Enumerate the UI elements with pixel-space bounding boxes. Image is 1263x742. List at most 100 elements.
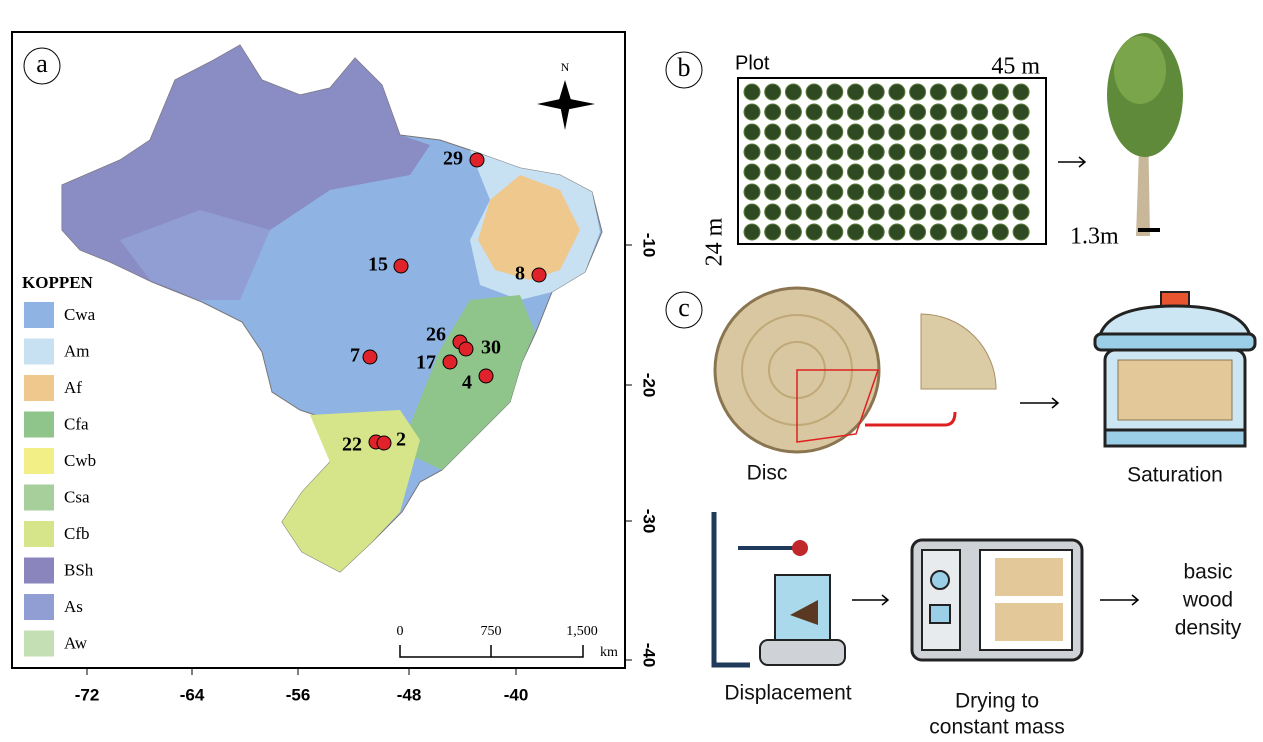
- plot-tree: [889, 164, 905, 180]
- plot-tree: [889, 104, 905, 120]
- plot-tree: [868, 84, 884, 100]
- plot-tree: [889, 144, 905, 160]
- plot-tree: [827, 224, 843, 240]
- site-label: 4: [462, 372, 472, 394]
- plot-tree: [951, 124, 967, 140]
- plot-tree: [765, 164, 781, 180]
- plot-tree: [848, 104, 864, 120]
- plot-tree: [951, 164, 967, 180]
- legend-label: Af: [64, 378, 82, 397]
- legend-swatch: [24, 412, 54, 438]
- plot-tree: [972, 124, 988, 140]
- disc-label: Disc: [747, 462, 788, 485]
- plot-tree: [765, 104, 781, 120]
- plot-tree: [951, 224, 967, 240]
- plot-tree: [848, 184, 864, 200]
- plot-tree: [992, 204, 1008, 220]
- x-tick-label: -48: [397, 685, 422, 704]
- legend-swatch: [24, 594, 54, 620]
- plot-tree: [868, 164, 884, 180]
- y-tick-label: -20: [640, 373, 659, 398]
- plot-width: 45 m: [991, 54, 1040, 80]
- site-label: 7: [350, 345, 360, 367]
- plot-tree: [951, 204, 967, 220]
- legend-label: BSh: [64, 560, 94, 579]
- plot-tree: [827, 84, 843, 100]
- plot-tree: [889, 124, 905, 140]
- plot-tree: [930, 224, 946, 240]
- plot-tree: [930, 124, 946, 140]
- plot-tree: [785, 164, 801, 180]
- page: {"panel_a": {"label": "a", "north": "N",…: [0, 0, 1263, 742]
- saturation-icon: [1095, 292, 1255, 446]
- disc-quarter: [921, 314, 996, 389]
- legend-swatch: [24, 521, 54, 547]
- plot-tree: [951, 104, 967, 120]
- plot-tree: [806, 184, 822, 200]
- arrow: [1100, 595, 1138, 605]
- plot-tree: [785, 104, 801, 120]
- plot-tree: [992, 184, 1008, 200]
- y-axis: -10 -20 -30 -40: [625, 233, 659, 668]
- plot-tree: [951, 144, 967, 160]
- plot-tree: [992, 144, 1008, 160]
- legend-label: Cwb: [64, 451, 96, 470]
- plot-tree: [1013, 104, 1029, 120]
- x-axis: -72 -64 -56 -48 -40: [75, 668, 529, 704]
- scale-unit: km: [600, 645, 618, 660]
- legend-title: KOPPEN: [22, 273, 94, 292]
- plot-tree: [868, 104, 884, 120]
- legend-label: Cfa: [64, 414, 89, 433]
- plot-tree: [827, 184, 843, 200]
- plot-tree: [951, 184, 967, 200]
- plot-tree: [910, 184, 926, 200]
- plot-tree: [827, 124, 843, 140]
- plot-tree: [765, 184, 781, 200]
- arrow: [1058, 157, 1085, 167]
- legend-swatch: [24, 558, 54, 584]
- plot-tree: [744, 164, 760, 180]
- legend-swatch: [24, 448, 54, 474]
- y-tick-label: -10: [640, 233, 659, 258]
- x-tick-label: -64: [180, 685, 205, 704]
- plot-label: Plot: [735, 52, 770, 74]
- plot-tree: [827, 204, 843, 220]
- panel-label: b: [678, 53, 691, 82]
- plot-tree: [785, 204, 801, 220]
- plot-tree: [889, 84, 905, 100]
- legend-label: Am: [64, 341, 90, 360]
- plot-tree: [806, 124, 822, 140]
- plot-tree: [848, 124, 864, 140]
- plot-tree: [848, 224, 864, 240]
- plot-height: 24 m: [702, 217, 728, 266]
- plot-tree: [1013, 84, 1029, 100]
- drying-label: constant mass: [929, 716, 1064, 739]
- plot-tree: [827, 164, 843, 180]
- plot-tree: [910, 84, 926, 100]
- plot-tree: [1013, 164, 1029, 180]
- plot-tree: [930, 184, 946, 200]
- saturation-label: Saturation: [1127, 464, 1223, 487]
- plot-tree: [972, 224, 988, 240]
- plot-tree: [806, 144, 822, 160]
- red-arrow: [865, 412, 955, 425]
- plot-tree: [848, 84, 864, 100]
- plot-tree: [1013, 124, 1029, 140]
- legend-swatch: [24, 631, 54, 657]
- plot-tree: [785, 124, 801, 140]
- plot-tree: [744, 144, 760, 160]
- plot-tree: [889, 204, 905, 220]
- site-label: 17: [416, 352, 436, 374]
- arrow: [1020, 398, 1058, 408]
- x-tick-label: -72: [75, 685, 100, 704]
- plot-tree: [972, 184, 988, 200]
- plot-tree: [868, 144, 884, 160]
- plot-tree: [992, 164, 1008, 180]
- plot-tree: [765, 204, 781, 220]
- site-label: 2: [396, 429, 406, 451]
- plot-tree: [910, 124, 926, 140]
- panel-label: c: [678, 293, 690, 322]
- plot-tree: [1013, 224, 1029, 240]
- plot-tree: [868, 204, 884, 220]
- plot-tree: [1013, 184, 1029, 200]
